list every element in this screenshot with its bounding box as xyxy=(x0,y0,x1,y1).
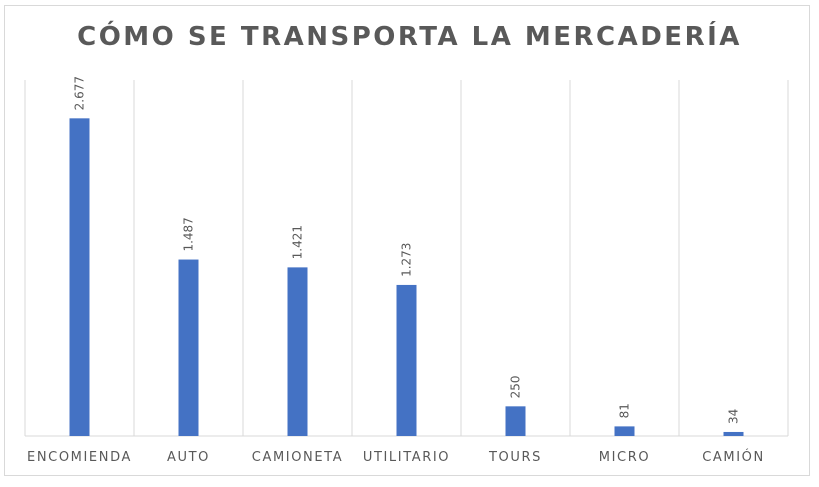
bar xyxy=(396,284,417,436)
data-label: 81 xyxy=(618,403,632,418)
category-label: AUTO xyxy=(167,450,210,465)
data-label: 1.273 xyxy=(400,243,414,277)
data-label: 2.677 xyxy=(73,76,87,110)
chart-frame xyxy=(4,5,810,476)
data-label: 34 xyxy=(727,409,741,424)
data-label: 1.421 xyxy=(291,225,305,259)
bar xyxy=(505,406,526,436)
chart-title: CÓMO SE TRANSPORTA LA MERCADERÍA xyxy=(77,22,742,52)
bar xyxy=(614,426,635,436)
category-label: MICRO xyxy=(599,450,650,465)
bar xyxy=(69,118,90,436)
category-label: UTILITARIO xyxy=(363,450,450,465)
category-label: ENCOMIENDA xyxy=(27,450,132,465)
category-label: CAMIÓN xyxy=(702,449,765,465)
data-label: 1.487 xyxy=(182,217,196,251)
data-label: 250 xyxy=(509,375,523,398)
category-label: CAMIONETA xyxy=(252,450,343,465)
category-label: TOURS xyxy=(488,450,542,465)
bar xyxy=(287,267,308,436)
bar xyxy=(178,259,199,436)
bar xyxy=(723,431,744,436)
